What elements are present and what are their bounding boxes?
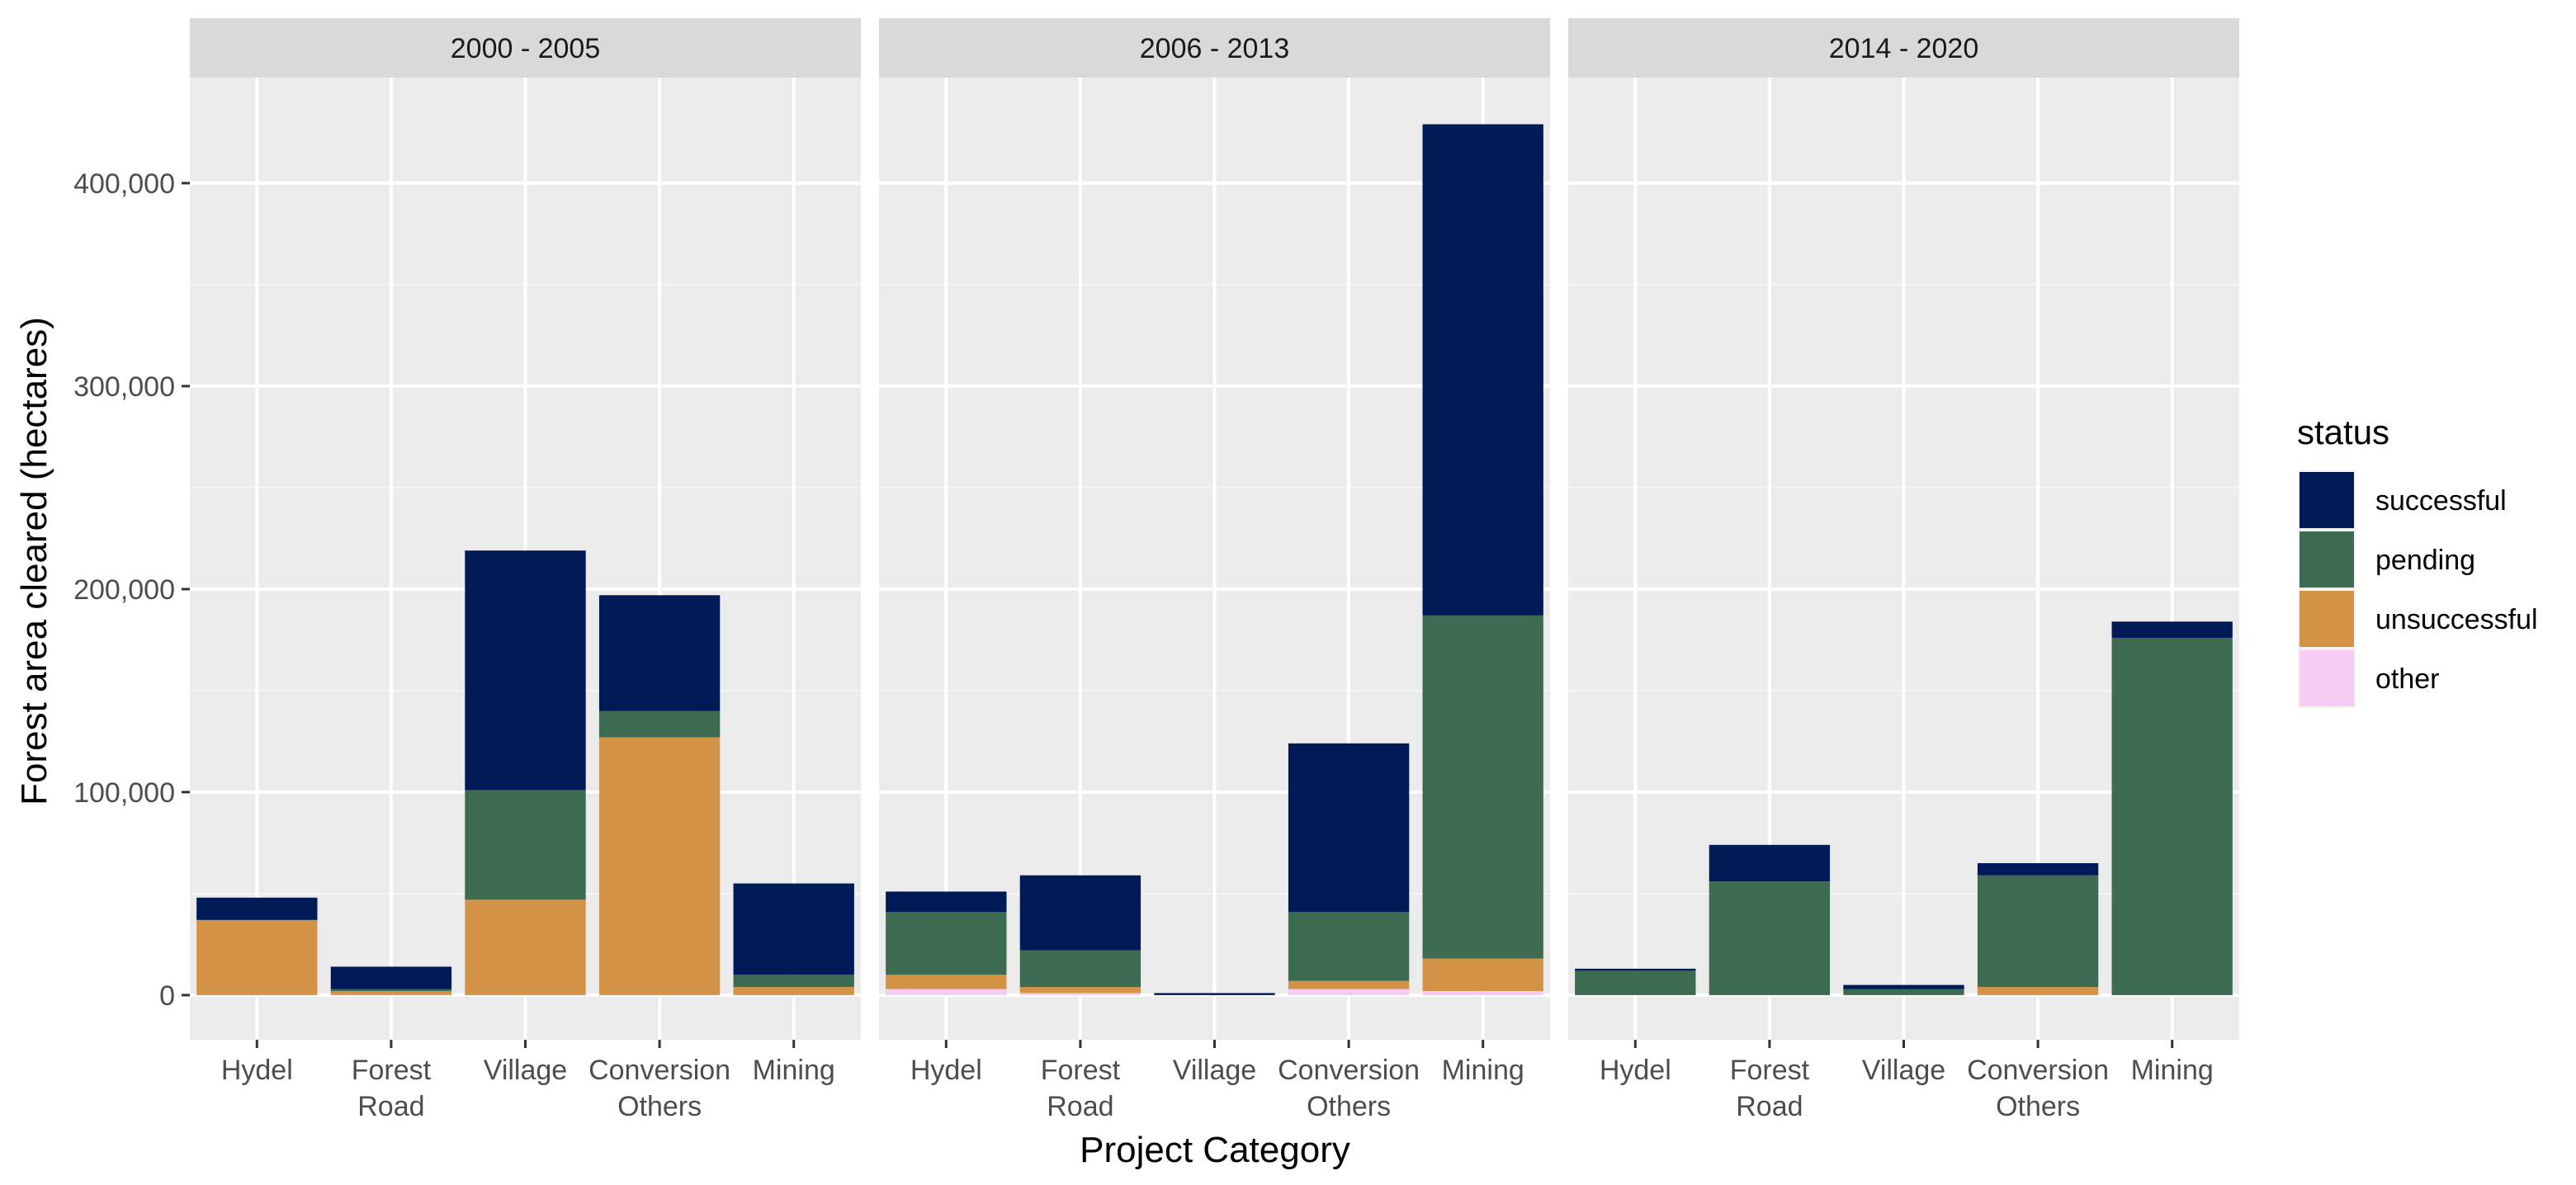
bar-segment-successful (196, 897, 318, 920)
x-tick-label: Conversion (588, 1055, 730, 1086)
facet-strip (1568, 18, 2239, 78)
y-tick-label: 100,000 (73, 777, 175, 809)
x-tick-label: Village (1173, 1055, 1256, 1086)
x-tick-label: Hydel (1600, 1055, 1671, 1086)
x-tick-label: Conversion (1967, 1055, 2109, 1086)
x-axis-title: Project Category (1080, 1130, 1350, 1170)
y-tick-label: 200,000 (73, 574, 175, 606)
bar-segment-successful (2111, 621, 2233, 638)
x-tick-label: Hydel (910, 1055, 982, 1086)
bar-segment-successful (1843, 984, 1964, 989)
bar-segment-unsuccessful (1977, 987, 2099, 995)
facet-strip-label: 2000 - 2005 (451, 33, 601, 64)
legend-key-other (2299, 650, 2354, 706)
y-axis-title: Forest area cleared (hectares) (14, 317, 54, 805)
bar-segment-unsuccessful (1019, 987, 1141, 994)
bar-segment-pending (1977, 875, 2099, 988)
legend-key-unsuccessful (2299, 591, 2354, 647)
legend-label: other (2375, 663, 2440, 695)
bar-segment-other (886, 989, 1007, 995)
x-tick-label: Forest (352, 1055, 432, 1086)
bar-segment-successful (1154, 993, 1275, 995)
facet-strip-label: 2006 - 2013 (1140, 33, 1290, 64)
bar-segment-successful (1709, 844, 1831, 882)
bar-segment-successful (1288, 743, 1410, 913)
bar-segment-pending (886, 912, 1007, 975)
bar-segment-pending (1843, 989, 1964, 995)
bar-segment-successful (1977, 862, 2099, 876)
bar-segment-unsuccessful (330, 990, 452, 995)
legend-label: pending (2375, 545, 2475, 576)
legend-key-successful (2299, 472, 2354, 528)
x-tick-label: Forest (1041, 1055, 1121, 1086)
facet-panel: 2014 - 2020 Hydel Forest Road Village Convers… (1568, 18, 2239, 1122)
bar-segment-successful (465, 550, 586, 791)
bar-segment-other (1019, 993, 1141, 995)
bar-segment-successful (733, 883, 854, 975)
bar-segment-pending (1019, 950, 1141, 988)
bar-segment-other (1422, 990, 1543, 995)
bar-segment-successful (1575, 968, 1696, 971)
bar-segment-pending (1422, 615, 1543, 959)
bar-segment-unsuccessful (1288, 980, 1410, 989)
y-tick-label: 300,000 (73, 371, 175, 403)
bar-segment-pending (1575, 970, 1696, 995)
bar-segment-unsuccessful (598, 737, 721, 995)
x-tick-label: Road (1736, 1091, 1803, 1122)
x-tick-label: Village (1862, 1055, 1945, 1086)
bar-segment-successful (886, 891, 1007, 913)
x-tick-label: Others (1307, 1091, 1391, 1122)
x-tick-label: Hydel (221, 1055, 293, 1086)
bar-segment-successful (1019, 875, 1141, 951)
bar-segment-unsuccessful (733, 987, 854, 995)
bar-segment-unsuccessful (465, 899, 586, 995)
x-tick-label: Road (357, 1091, 424, 1122)
bar-segment-pending (465, 790, 586, 900)
bar-segment-pending (330, 989, 452, 991)
legend-label: successful (2375, 485, 2507, 517)
facet-panel: 2006 - 2013 Hydel Forest Road Village Convers… (879, 18, 1550, 1122)
bar-segment-unsuccessful (886, 975, 1007, 989)
bar-segment-pending (2111, 637, 2233, 995)
legend-title: status (2297, 413, 2389, 451)
bar-segment-unsuccessful (196, 919, 318, 995)
x-tick-label: Mining (1442, 1055, 1524, 1086)
y-tick-label: 0 (159, 980, 175, 1012)
x-tick-label: Forest (1730, 1055, 1810, 1086)
facet-strip (879, 18, 1550, 78)
bar-segment-pending (1288, 912, 1410, 981)
x-tick-label: Conversion (1278, 1055, 1420, 1086)
facet-strip (190, 18, 861, 78)
x-tick-label: Others (1996, 1091, 2080, 1122)
x-tick-label: Mining (753, 1055, 835, 1086)
x-tick-label: Others (617, 1091, 702, 1122)
bar-segment-pending (733, 975, 854, 988)
x-tick-label: Village (484, 1055, 567, 1086)
bar-segment-unsuccessful (1422, 958, 1543, 991)
x-tick-label: Road (1047, 1091, 1113, 1122)
x-tick-label: Mining (2131, 1055, 2214, 1086)
bar-segment-successful (1422, 124, 1543, 616)
bar-segment-pending (598, 711, 721, 738)
bar-segment-successful (330, 966, 452, 989)
legend-key-pending (2299, 531, 2354, 588)
bar-segment-other (1288, 989, 1410, 995)
legend-label: unsuccessful (2375, 604, 2538, 635)
bar-segment-successful (598, 595, 721, 711)
facet-panel: 2000 - 2005 Hydel Forest Road Village Convers… (190, 18, 861, 1122)
y-tick-label: 400,000 (73, 168, 175, 200)
bar-segment-pending (1709, 881, 1831, 995)
facet-strip-label: 2014 - 2020 (1829, 33, 1979, 64)
